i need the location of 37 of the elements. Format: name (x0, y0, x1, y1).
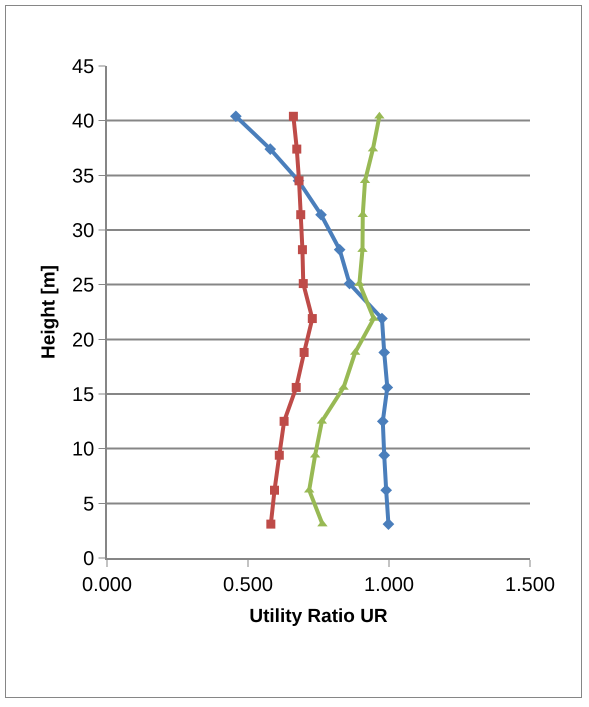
y-tick-label: 30 (72, 220, 94, 242)
point (230, 110, 242, 122)
y-tick-label: 15 (72, 384, 94, 406)
y-tick-label: 35 (72, 165, 94, 188)
y-tick-label: 20 (72, 329, 94, 352)
x-axis-title: Utility Ratio UR (249, 606, 388, 628)
point (280, 416, 289, 426)
point (378, 346, 390, 358)
point (274, 450, 284, 460)
point (288, 112, 298, 121)
point (381, 382, 394, 394)
point (376, 312, 388, 324)
point (292, 382, 301, 392)
point (382, 518, 394, 530)
point (292, 144, 302, 154)
x-tick-label: 1.500 (504, 574, 556, 596)
point (264, 143, 276, 155)
point (308, 314, 317, 324)
point (298, 245, 307, 254)
y-tick-label: 40 (72, 110, 94, 133)
point (300, 348, 309, 357)
y-tick-label: 10 (72, 438, 94, 461)
point (344, 278, 356, 290)
y-tick-label: 45 (72, 56, 94, 78)
x-tick-label: 0.500 (222, 574, 274, 596)
y-axis-title: Height [m] (38, 265, 60, 359)
point (334, 244, 346, 256)
point (298, 279, 308, 288)
point (296, 210, 306, 220)
point (315, 208, 327, 221)
y-tick-label: 25 (72, 274, 94, 297)
x-tick-label: 0.000 (82, 574, 132, 596)
y-tick-label: 5 (83, 493, 94, 516)
y-tick-label: 0 (83, 548, 94, 570)
point (270, 486, 280, 495)
point (266, 520, 276, 529)
x-tick-label: 1.000 (364, 574, 414, 596)
